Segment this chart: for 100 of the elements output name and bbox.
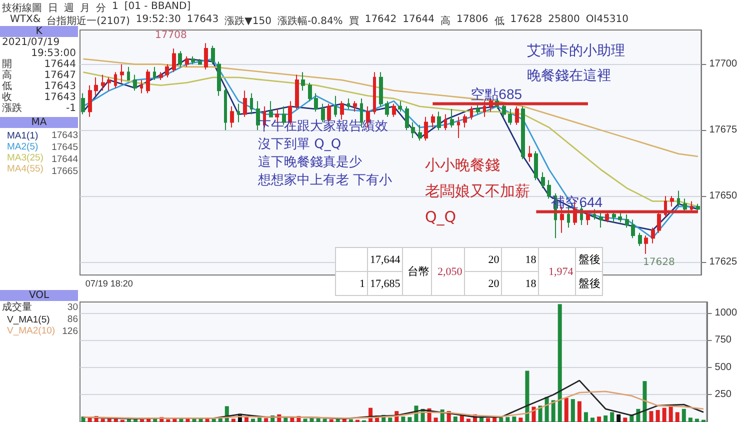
candlestick <box>463 114 467 128</box>
bar <box>401 416 406 422</box>
annotation: 1,974 <box>538 248 576 296</box>
text: 17806 <box>456 14 488 27</box>
candlestick <box>541 172 545 189</box>
bar <box>303 418 308 422</box>
text: 17645 <box>50 142 78 154</box>
y-tick-label: 500 <box>714 362 732 373</box>
text: 成交量 <box>2 302 32 314</box>
candlestick <box>153 66 156 81</box>
x-tick-label: 07/19 18:20 <box>85 278 133 288</box>
candlestick <box>114 72 117 88</box>
candlestick <box>373 72 376 115</box>
candlestick <box>534 150 538 181</box>
candlestick <box>405 106 409 131</box>
text: 126 <box>62 326 78 337</box>
candlestick <box>120 64 124 84</box>
text: 買 <box>348 15 359 28</box>
text: 台指期近一(2107) <box>46 14 130 28</box>
annotation: 小小晚餐錢 <box>425 156 500 175</box>
candlestick <box>411 122 415 139</box>
candlestick <box>631 219 635 239</box>
bar <box>584 412 588 422</box>
candlestick <box>133 74 137 92</box>
candlestick <box>269 100 273 118</box>
candlestick <box>94 76 98 96</box>
bar <box>577 401 582 422</box>
candlestick <box>198 58 202 65</box>
candlestick <box>308 82 312 102</box>
candlestick <box>618 211 622 223</box>
text: 17642 <box>364 14 397 27</box>
candlestick <box>502 103 506 118</box>
candlestick <box>670 195 674 208</box>
text: [01 - BBAND] <box>124 1 191 14</box>
text: MA <box>0 117 78 128</box>
candlestick <box>340 100 344 120</box>
text: 17643 <box>186 14 219 27</box>
candlestick <box>217 61 221 96</box>
bar <box>388 418 392 422</box>
bar <box>694 418 699 422</box>
y-tick-label: 250 <box>714 389 732 400</box>
candlestick <box>677 190 680 208</box>
y-tick-label: 17650 <box>709 190 738 202</box>
bar <box>460 415 464 422</box>
text: 19:53:00 <box>30 48 77 59</box>
candlestick <box>547 180 551 200</box>
annotation: 2,050 <box>432 248 465 296</box>
bar <box>668 406 673 422</box>
text: 17643 <box>44 81 76 92</box>
text: 1 <box>336 272 368 296</box>
text: 18 <box>502 272 539 296</box>
candlestick <box>437 111 441 131</box>
bar <box>322 418 327 422</box>
candlestick <box>321 103 325 123</box>
candlestick <box>651 227 655 244</box>
candlestick <box>165 64 169 78</box>
text: 1 <box>112 1 118 14</box>
candlestick <box>398 100 402 112</box>
candlestick <box>521 106 525 160</box>
candlestick <box>301 72 305 92</box>
bar <box>558 304 562 422</box>
candlestick <box>107 76 111 92</box>
candlestick <box>431 114 435 128</box>
bar <box>610 412 614 422</box>
annotation: 艾瑞卡的小助理 <box>527 42 625 60</box>
text: 17,685 <box>368 272 403 296</box>
text: 收 <box>2 92 12 103</box>
text: 月 <box>80 2 90 15</box>
annotation: 20 <box>464 248 502 272</box>
bar <box>642 381 647 422</box>
bar <box>616 414 621 422</box>
text: VOL <box>0 290 78 301</box>
candlestick <box>185 56 189 68</box>
candlestick <box>172 48 176 73</box>
text: V_MA1(5) <box>7 314 50 326</box>
text: 2021/07/19 <box>1 37 61 48</box>
candlestick <box>353 100 357 112</box>
line-series <box>82 390 704 419</box>
text: 17643 <box>44 92 76 103</box>
text: 19:52:30 <box>136 14 181 27</box>
candlestick <box>140 80 143 94</box>
text: 週 <box>64 2 74 15</box>
candlestick <box>295 74 299 110</box>
bar <box>408 417 412 422</box>
bar <box>532 406 536 422</box>
text: 盤後 <box>576 272 603 296</box>
bar <box>499 418 504 422</box>
candlestick <box>508 108 512 126</box>
bar <box>512 416 516 422</box>
text: 30 <box>66 302 78 314</box>
annotation: 晚餐錢在這裡 <box>527 67 611 85</box>
candlestick <box>418 124 422 142</box>
text: MA3(25) <box>7 152 44 164</box>
bar <box>656 410 660 422</box>
annotation: Q_Q <box>425 208 456 226</box>
candlestick <box>612 211 616 223</box>
candlestick <box>638 232 642 247</box>
bar <box>623 418 628 422</box>
candlestick <box>347 98 350 110</box>
bar <box>506 417 510 422</box>
